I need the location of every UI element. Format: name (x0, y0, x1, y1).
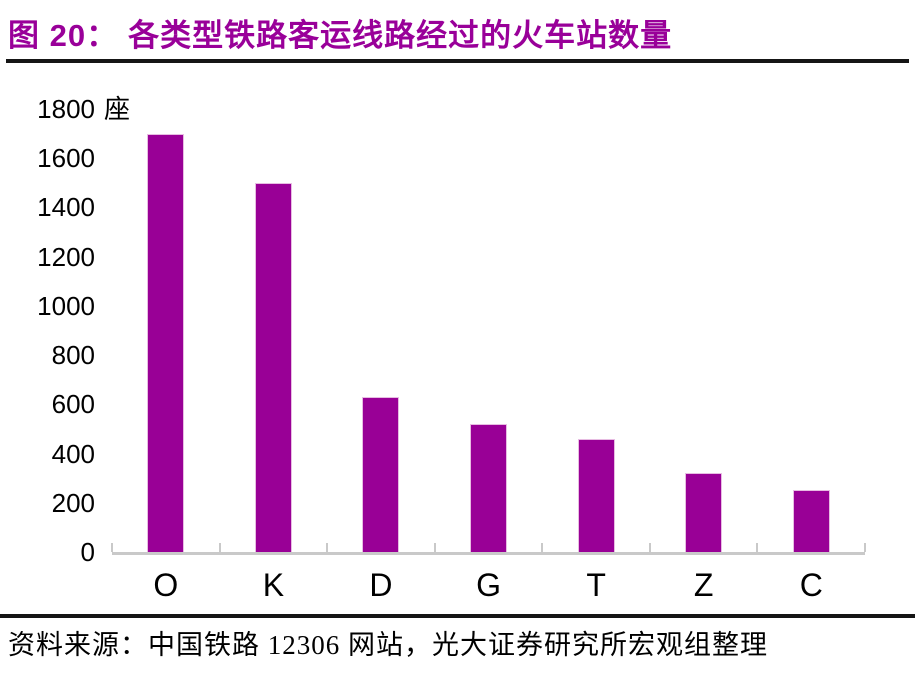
bar-slot (327, 109, 435, 552)
bar-G (470, 424, 508, 552)
figure-title: 图 20： 各类型铁路客运线路经过的火车站数量 (8, 10, 898, 55)
x-axis-tick-mark (433, 543, 436, 552)
bar-T (577, 438, 615, 552)
bar-slot (435, 109, 543, 552)
y-tick-label: 0 (80, 537, 95, 567)
bar-Z (685, 473, 723, 552)
x-category-label-O: O (153, 567, 179, 603)
bar-C (792, 490, 830, 552)
x-category-label-G: G (476, 567, 501, 603)
plot-area (111, 109, 866, 555)
x-axis-tick-mark (111, 543, 113, 552)
x-category-label-D: D (369, 567, 393, 603)
bar-slot (542, 109, 650, 552)
y-tick-label: 400 (51, 438, 95, 469)
y-tick-label: 200 (51, 487, 95, 518)
bar-series (112, 109, 865, 552)
y-tick-label: 1800 (37, 94, 95, 124)
y-tick-label: 600 (51, 389, 95, 420)
bar-slot (757, 109, 865, 552)
bar-slot (220, 109, 328, 552)
x-axis-tick-mark (756, 543, 759, 552)
x-axis-tick-mark (648, 543, 651, 552)
figure-title-text: 各类型铁路客运线路经过的火车站数量 (128, 18, 673, 53)
bar-D (362, 396, 400, 552)
y-tick-label: 800 (51, 340, 95, 371)
y-tick-label: 1200 (37, 241, 95, 272)
x-axis-tick-mark (864, 543, 866, 552)
bar-slot (650, 109, 758, 552)
bar-O (147, 133, 185, 552)
y-tick-label: 1400 (37, 192, 95, 223)
figure-number-label: 图 20： (8, 18, 119, 53)
x-category-label-K: K (262, 567, 285, 603)
source-note: 资料来源：中国铁路 12306 网站，光大证券研究所宏观组整理 (8, 630, 768, 660)
title-divider-line (6, 59, 909, 63)
x-axis-tick-mark (541, 543, 544, 552)
bar-slot (112, 109, 220, 552)
y-tick-label: 1000 (37, 290, 95, 321)
footer-divider-line (0, 614, 915, 618)
y-axis-tick-labels: 1800 1600 1400 1200 1000 800 600 400 200 0 (0, 94, 95, 567)
y-tick-label: 1600 (37, 143, 95, 174)
x-category-label-C: C (799, 567, 823, 603)
x-axis-tick-mark (326, 543, 329, 552)
y-axis-unit-label: 座 (104, 94, 131, 124)
x-category-label-Z: Z (693, 567, 714, 603)
x-axis-tick-mark (218, 543, 221, 552)
x-category-label-T: T (586, 567, 606, 603)
bar-K (254, 182, 292, 552)
